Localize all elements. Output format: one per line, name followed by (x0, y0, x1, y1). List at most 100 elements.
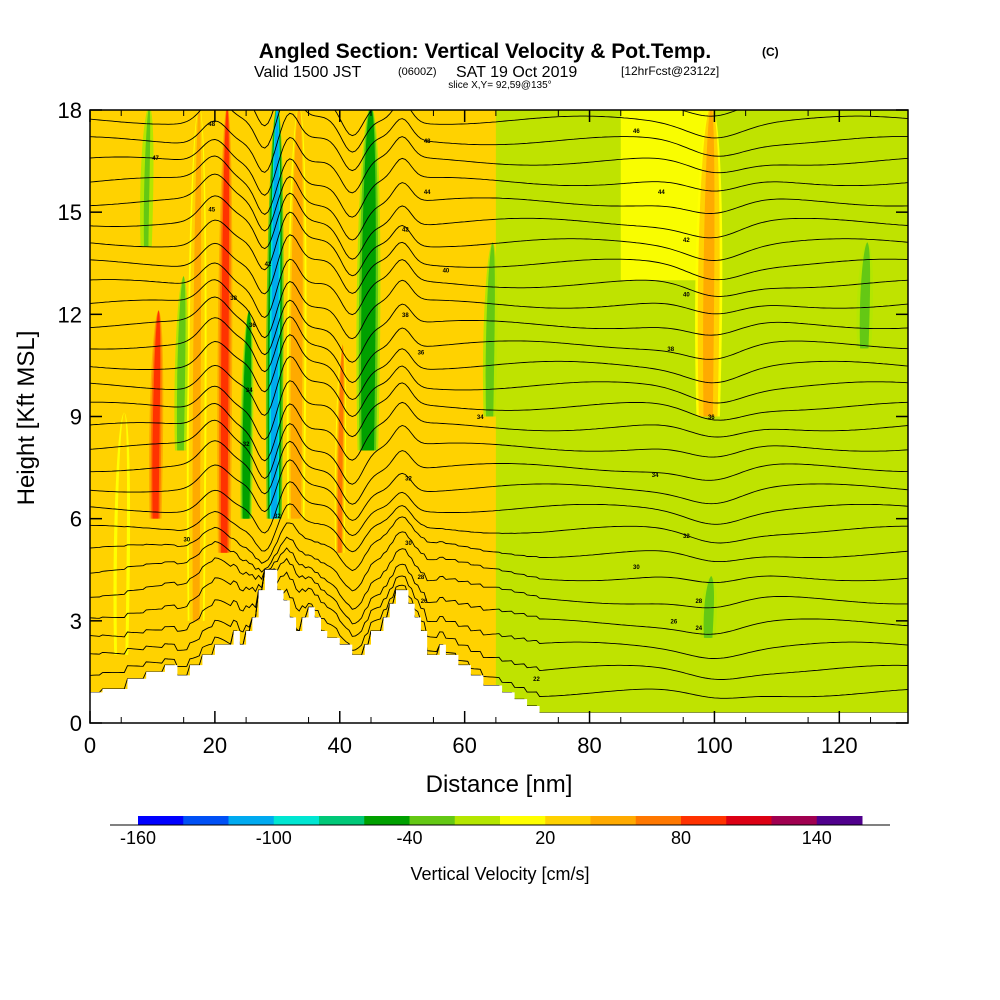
theta-contour-line (90, 279, 908, 340)
contour-label-text: 34 (246, 388, 253, 394)
theta-contour-line (90, 380, 908, 441)
contour-label: 40 (683, 292, 690, 298)
contour-label-text: 28 (418, 575, 425, 581)
theta-contour-line (90, 401, 908, 462)
downdraft-core (861, 242, 869, 349)
contour-label: 36 (249, 323, 256, 329)
colorbar-swatch (273, 816, 320, 825)
downdraft-core (243, 310, 251, 519)
contour-label-text: 44 (424, 190, 431, 196)
contour-label: 32 (274, 514, 281, 520)
contour-label-text: 32 (243, 442, 250, 448)
x-tick-label: 80 (577, 733, 601, 758)
y-tick-label: 18 (58, 98, 82, 123)
x-axis-label: Distance [nm] (426, 771, 573, 798)
updraft-core (152, 310, 161, 519)
contour-label: 40 (443, 269, 450, 275)
theta-contour-line (90, 112, 908, 173)
x-tick-label: 0 (84, 733, 96, 758)
contour-label: 26 (421, 599, 428, 605)
theta-contour-line (90, 569, 908, 659)
y-tick-label: 9 (70, 405, 82, 430)
colorbar-swatch (590, 816, 637, 825)
downdraft-band (482, 242, 498, 417)
colorbar-swatch (228, 816, 275, 825)
theta-contour-line (90, 192, 908, 260)
contour-label-text: 36 (249, 323, 256, 329)
colorbar-swatch (183, 816, 229, 825)
x-tick-label: 40 (328, 733, 352, 758)
contour-label: 36 (418, 350, 425, 356)
colorbar-tick-label: 20 (535, 828, 555, 848)
contour-label-text: 32 (683, 534, 690, 540)
colorbar-tick-label: -40 (396, 828, 422, 848)
contour-label: 38 (667, 347, 674, 353)
contour-label-text: 47 (152, 156, 159, 162)
contour-label-text: 38 (667, 347, 674, 353)
updraft-core (292, 110, 302, 519)
contour-label-text: 38 (230, 296, 237, 302)
colorbar: -160 -100 -40 20 80 140 (110, 816, 890, 848)
contour-label-text: 40 (683, 292, 690, 298)
theta-contour-line (90, 419, 908, 485)
colorbar-swatch (500, 816, 546, 825)
y-tick-label: 3 (70, 609, 82, 634)
colorbar-swatch (454, 816, 501, 825)
contour-label: 28 (418, 575, 425, 581)
colorbar-swatch (545, 816, 591, 825)
theta-contour-line (90, 569, 908, 680)
contour-label: 26 (670, 619, 677, 625)
contour-label: 30 (405, 541, 412, 547)
contour-label: 32 (243, 442, 250, 448)
chart-title: Angled Section: Vertical Velocity & Pot.… (259, 40, 711, 63)
contour-label: 48 (424, 139, 431, 145)
colorbar-swatch (726, 816, 772, 825)
slice-label: slice X,Y= 92,59@135° (448, 80, 551, 91)
forecast-label: [12hrFcst@2312z] (621, 64, 719, 78)
theta-contour-line (90, 459, 908, 521)
updraft-core (703, 110, 715, 417)
colorbar-swatch (364, 816, 410, 825)
x-tick-label: 60 (452, 733, 476, 758)
contour-label-text: 36 (708, 415, 715, 421)
theta-contour-line (90, 173, 908, 241)
contour-label: 38 (402, 313, 409, 319)
contour-label: 36 (708, 415, 715, 421)
theta-contour-line (90, 334, 908, 400)
x-tick-label: 120 (821, 733, 858, 758)
theta-contour-line (90, 569, 908, 699)
theta-contour-line (90, 503, 908, 553)
contour-label: 42 (402, 228, 409, 234)
theta-contour-line (90, 355, 908, 417)
contour-labels: 48 47 45 42 38 36 34 32 30 32 48 44 42 40 38 36 34 32 30 28… (152, 122, 715, 683)
contour-label-text: 30 (405, 541, 412, 547)
contour-label-text: 48 (424, 139, 431, 145)
contour-label-text: 28 (695, 599, 702, 605)
x-tick-label: 20 (203, 733, 227, 758)
contour-label-text: 40 (443, 269, 450, 275)
theta-contour-line (90, 547, 908, 610)
updraft-band (695, 110, 723, 417)
updraft-band (186, 110, 207, 621)
valid-date: SAT 19 Oct 2019 (456, 64, 577, 81)
contour-label-text: 42 (265, 262, 272, 268)
y-tick-label: 6 (70, 507, 82, 532)
colorbar-tick-label: -100 (256, 828, 292, 848)
vertical-velocity-field (113, 110, 908, 723)
contour-label: 32 (405, 476, 412, 482)
downdraft-core (705, 575, 713, 638)
contour-label-text: 42 (402, 228, 409, 234)
contour-label-text: 48 (208, 122, 215, 128)
colorbar-tick-label: -160 (120, 828, 156, 848)
contour-label: 44 (424, 190, 431, 196)
updraft-core (220, 110, 230, 553)
y-tick-label: 15 (58, 200, 82, 225)
contour-label-text: 34 (652, 473, 659, 479)
y-tick-label: 12 (58, 302, 82, 327)
contour-label: 34 (246, 388, 253, 394)
valid-prefix: Valid 1500 JST (254, 64, 362, 81)
colorbar-swatch (319, 816, 365, 825)
theta-contour-line (90, 296, 908, 363)
